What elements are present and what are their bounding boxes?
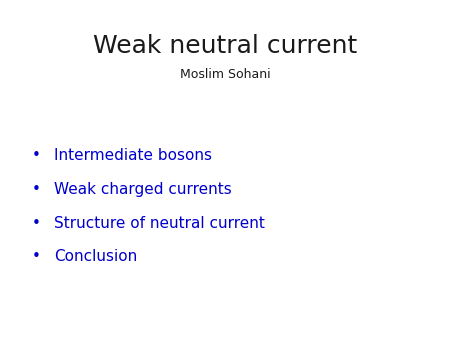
Text: •: • [32,148,40,163]
Text: •: • [32,216,40,231]
Text: Weak neutral current: Weak neutral current [93,34,357,58]
Text: •: • [32,249,40,264]
Text: •: • [32,182,40,197]
Text: Conclusion: Conclusion [54,249,137,264]
Text: Weak charged currents: Weak charged currents [54,182,232,197]
Text: Intermediate bosons: Intermediate bosons [54,148,212,163]
Text: Moslim Sohani: Moslim Sohani [180,68,270,80]
Text: Structure of neutral current: Structure of neutral current [54,216,265,231]
